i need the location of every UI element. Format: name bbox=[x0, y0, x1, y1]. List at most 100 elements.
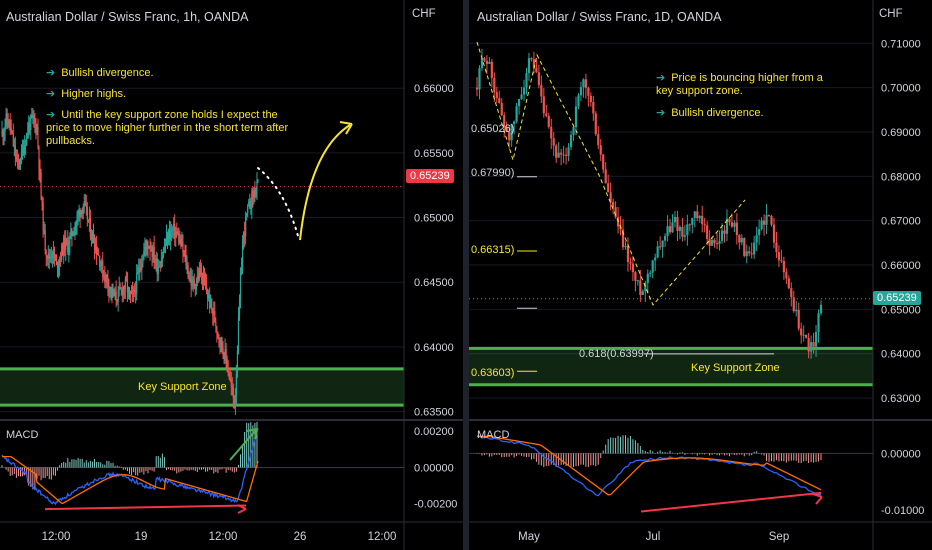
candle-body bbox=[111, 287, 113, 295]
candle-body bbox=[212, 308, 214, 315]
candle-body bbox=[599, 145, 602, 155]
candle-body bbox=[31, 115, 33, 118]
candle-body bbox=[156, 258, 158, 275]
candle-body bbox=[730, 222, 734, 227]
candle-body bbox=[55, 259, 58, 263]
candle-body bbox=[720, 230, 724, 241]
candle-body bbox=[118, 287, 120, 290]
candle-body bbox=[609, 192, 612, 202]
candle-body bbox=[222, 348, 224, 353]
chart-pane-1h[interactable]: 0.66000 0.65500 0.65000 0.64500 0.64000 0.635… bbox=[0, 0, 463, 550]
candle-body bbox=[74, 227, 76, 235]
candle-body bbox=[138, 267, 140, 273]
candle-body bbox=[135, 291, 137, 294]
candle-body bbox=[200, 272, 203, 275]
candle-body bbox=[207, 292, 209, 299]
candle-body bbox=[46, 255, 48, 259]
candle-body bbox=[706, 225, 709, 240]
y-tick-label: 0.70000 bbox=[881, 83, 921, 95]
note-text: Price is bouncing higher from a key supp… bbox=[656, 72, 823, 97]
candle-body bbox=[693, 211, 696, 218]
candle-body bbox=[39, 169, 41, 173]
candle-body bbox=[84, 201, 86, 204]
y-tick-label: 0.68000 bbox=[881, 171, 921, 183]
candle-body bbox=[567, 147, 570, 156]
candle-body bbox=[765, 214, 768, 225]
candle-body bbox=[696, 211, 699, 219]
currency-label: CHF bbox=[412, 8, 436, 20]
candle-body bbox=[527, 58, 531, 74]
candle-body bbox=[671, 222, 674, 233]
candle-body bbox=[51, 254, 53, 258]
macd-line bbox=[1, 427, 259, 506]
candle-body bbox=[4, 125, 6, 132]
chart-pane-1d[interactable]: 0.71000 0.70000 0.69000 0.68000 0.67000 0.660… bbox=[469, 0, 932, 550]
candle-body bbox=[701, 215, 704, 225]
candle-body bbox=[540, 85, 543, 97]
candle-body bbox=[651, 260, 654, 273]
candle-body bbox=[750, 253, 753, 255]
candle-body bbox=[800, 328, 803, 336]
chart-canvas-1h[interactable]: 0.66000 0.65500 0.65000 0.64500 0.64000 0.635… bbox=[0, 0, 463, 550]
candle-body bbox=[688, 224, 691, 226]
candle-body bbox=[711, 239, 714, 246]
candle-body bbox=[495, 92, 498, 98]
candle-body bbox=[612, 201, 615, 208]
candle-body bbox=[38, 146, 40, 170]
fib-label: 0.66315) bbox=[471, 244, 515, 256]
candle-body bbox=[151, 250, 153, 257]
candle-body bbox=[217, 332, 219, 335]
candle-body bbox=[56, 262, 59, 270]
candle-body bbox=[201, 272, 204, 286]
candle-body bbox=[161, 256, 163, 261]
pane-divider[interactable] bbox=[463, 0, 469, 550]
candle-body bbox=[141, 263, 143, 270]
candle-body bbox=[65, 238, 67, 250]
candle-body bbox=[552, 138, 555, 146]
candle-body bbox=[589, 95, 592, 103]
candle-body bbox=[36, 127, 38, 132]
candle-body bbox=[204, 282, 207, 286]
candle-body bbox=[8, 119, 10, 127]
candle-body bbox=[681, 227, 684, 237]
candle-body bbox=[243, 232, 245, 242]
candle-body bbox=[649, 272, 652, 274]
candle-body bbox=[802, 334, 805, 336]
candle-body bbox=[88, 218, 90, 221]
candle-body bbox=[582, 79, 585, 88]
candle-body bbox=[810, 342, 813, 352]
candle-body bbox=[663, 235, 667, 241]
candle-body bbox=[25, 144, 27, 146]
candle-body bbox=[780, 260, 783, 262]
candle-body bbox=[20, 148, 23, 163]
candle-body bbox=[248, 201, 250, 206]
candle-body bbox=[57, 265, 60, 270]
candle-body bbox=[112, 289, 114, 295]
candle-body bbox=[480, 58, 484, 69]
candle-body bbox=[777, 252, 781, 261]
candle-body bbox=[163, 247, 166, 250]
candle-body bbox=[691, 217, 694, 225]
candle-body bbox=[32, 115, 34, 118]
candle-body bbox=[26, 133, 28, 146]
candle-body bbox=[602, 154, 605, 170]
y-tick-label: 0.64000 bbox=[881, 349, 921, 361]
candle-body bbox=[215, 322, 217, 327]
arrow-head-icon bbox=[246, 428, 258, 440]
candle-body bbox=[257, 179, 259, 181]
candle-body bbox=[109, 289, 111, 292]
candle-body bbox=[211, 298, 213, 309]
candle-body bbox=[77, 213, 79, 217]
candle-body bbox=[626, 246, 630, 262]
chart-canvas-1d[interactable]: 0.71000 0.70000 0.69000 0.68000 0.67000 0.660… bbox=[469, 0, 932, 550]
candle-body bbox=[90, 236, 93, 239]
candle-body bbox=[498, 97, 501, 103]
candle-body bbox=[116, 300, 118, 302]
candle-body bbox=[87, 219, 89, 221]
candle-body bbox=[607, 183, 610, 193]
y-tick-label: 0.67000 bbox=[881, 216, 921, 228]
candle-body bbox=[152, 247, 154, 257]
fib-label: 0.65026) bbox=[471, 123, 515, 135]
candle-body bbox=[157, 266, 159, 275]
candle-body bbox=[703, 224, 706, 226]
